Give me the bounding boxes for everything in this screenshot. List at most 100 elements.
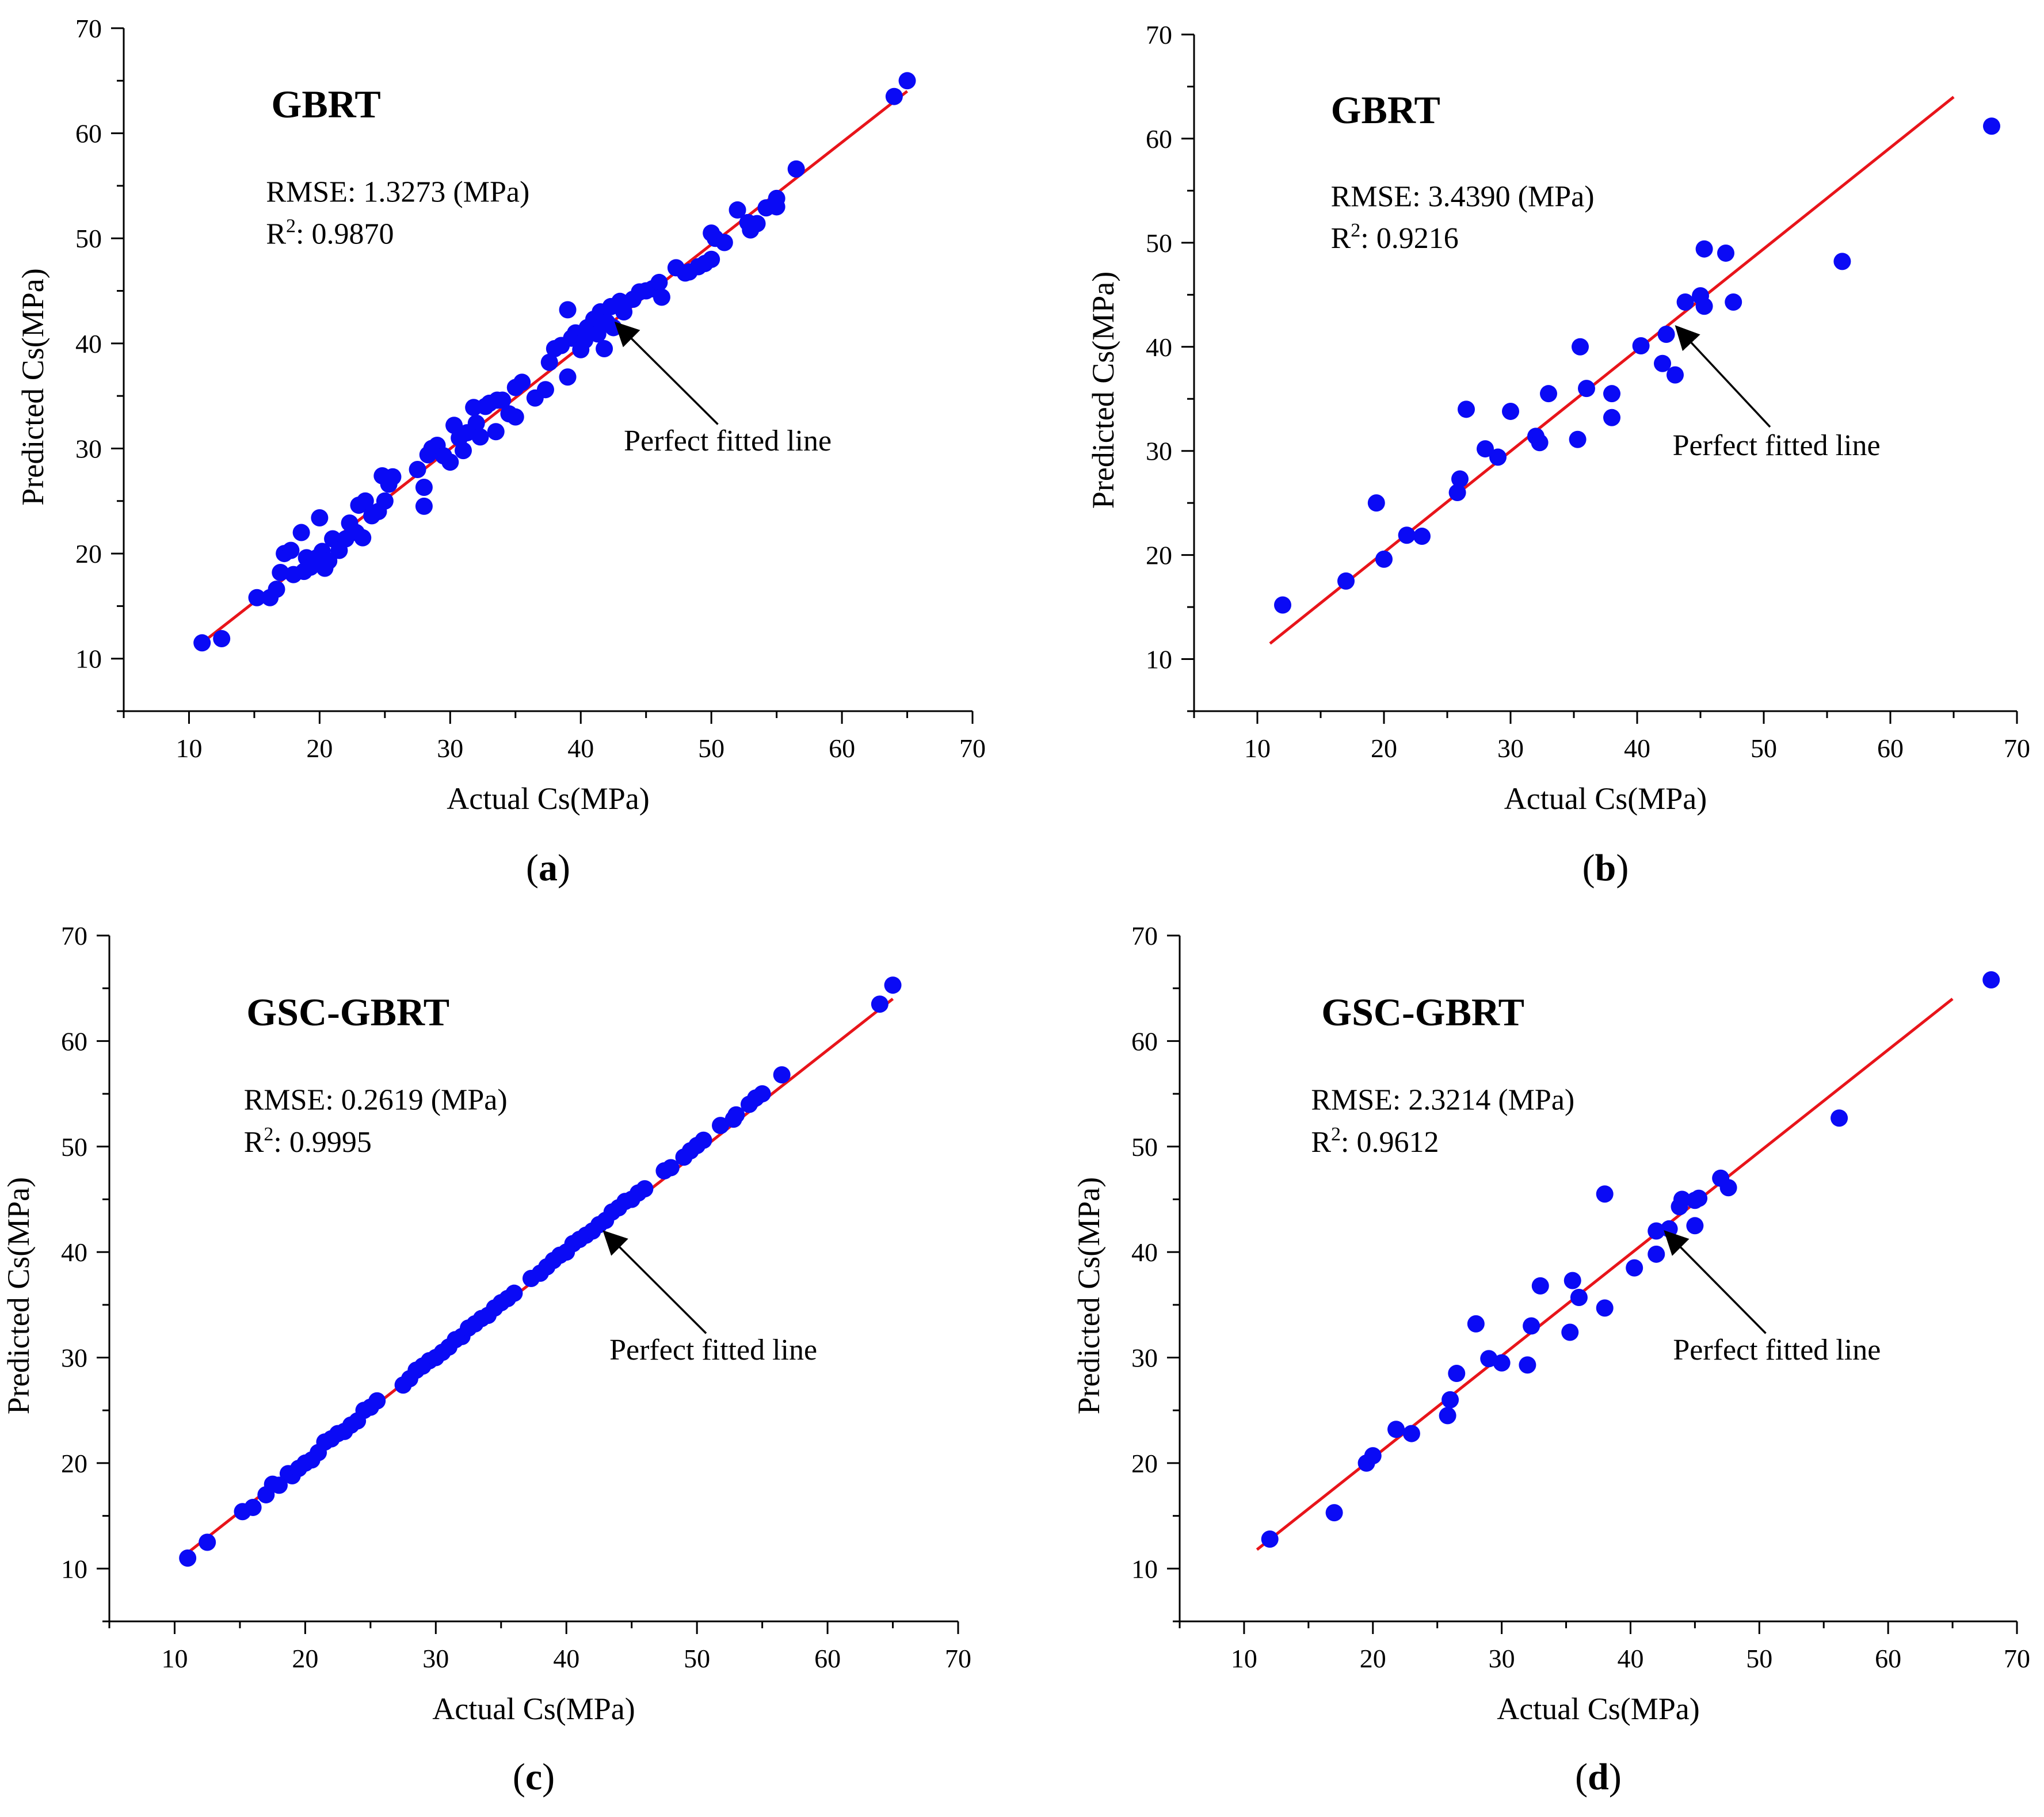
data-point [292, 524, 310, 541]
data-point [455, 442, 472, 460]
y-tick-label: 60 [1146, 124, 1172, 154]
x-tick-label: 40 [553, 1644, 579, 1673]
data-point [1531, 1277, 1549, 1295]
data-point [409, 460, 426, 478]
data-point [1367, 494, 1385, 512]
panel-label-close: ) [1616, 847, 1629, 889]
y-tick-label: 20 [1146, 541, 1172, 570]
r2-value: : 0.9995 [273, 1126, 371, 1159]
data-point [1572, 338, 1589, 356]
y-tick-label: 60 [61, 1026, 87, 1056]
x-tick-label: 10 [1231, 1644, 1257, 1673]
chart-panel-a: 10 20 30 40 50 60 70 10 20 30 40 50 60 70 Actual Cs(MP… [16, 14, 986, 889]
data-point [898, 72, 916, 90]
data-point [1719, 1179, 1737, 1197]
data-point [1569, 430, 1587, 448]
data-point [213, 629, 231, 647]
data-point [1695, 240, 1713, 258]
r2-label: R2: 0.9612 [1311, 1124, 1439, 1159]
data-point [1502, 402, 1519, 420]
data-point [1603, 385, 1620, 403]
y-tick-label: 50 [1131, 1132, 1158, 1162]
data-point [712, 1117, 729, 1135]
data-point [1364, 1447, 1382, 1465]
panel-label-open: ( [1575, 1756, 1588, 1798]
y-tick-label: 40 [1131, 1238, 1158, 1267]
data-point [1596, 1299, 1614, 1317]
data-point [1570, 1289, 1588, 1307]
annotation-arrow [1675, 325, 1771, 428]
data-point [311, 509, 329, 526]
x-tick-label: 30 [422, 1644, 449, 1673]
data-point [540, 353, 558, 371]
data-point [268, 581, 285, 598]
data-point [636, 1180, 654, 1198]
data-point [1523, 1317, 1540, 1335]
x-tick-label: 20 [1371, 734, 1397, 763]
rmse-label: RMSE: 0.2619 (MPa) [244, 1084, 508, 1117]
y-tick-label: 10 [75, 644, 102, 674]
x-tick-label: 40 [1617, 1644, 1643, 1673]
data-point [1983, 117, 2000, 135]
annotation-text: Perfect fitted line [1673, 429, 1881, 462]
x-tick-label: 70 [959, 734, 986, 763]
data-point [1725, 293, 1742, 311]
data-point [244, 1498, 262, 1516]
data-point [1261, 1530, 1279, 1548]
y-tick-label: 70 [1131, 921, 1158, 951]
data-point [884, 976, 902, 994]
x-tick-label: 50 [684, 1644, 710, 1673]
x-axis-label: Actual Cs(MPa) [1504, 781, 1707, 816]
data-point [1673, 1190, 1691, 1208]
data-point [1561, 1323, 1579, 1341]
rmse-label: RMSE: 1.3273 (MPa) [266, 175, 529, 208]
data-point [787, 160, 805, 178]
panel-label-letter: c [525, 1756, 542, 1798]
data-point [1654, 354, 1671, 372]
data-point [272, 563, 289, 581]
y-axis-label: Predicted Cs(MPa) [1, 1177, 36, 1414]
y-tick-label: 30 [75, 434, 102, 463]
data-point [1439, 1407, 1456, 1425]
data-point [1657, 326, 1675, 343]
x-tick-label: 70 [945, 1644, 971, 1673]
r2-value: : 0.9216 [1360, 222, 1458, 255]
y-tick-label: 30 [1146, 437, 1172, 466]
r2-label: R2: 0.9995 [244, 1124, 372, 1159]
data-point [1325, 1504, 1343, 1522]
x-tick-label: 50 [1751, 734, 1777, 763]
panel-label: (d) [1575, 1756, 1622, 1798]
panel-label-close: ) [542, 1756, 555, 1798]
model-title: GSC-GBRT [1321, 990, 1524, 1034]
y-tick-label: 60 [75, 119, 102, 148]
chart-panel-d: 10 20 30 40 50 60 70 10 20 30 40 50 60 70 Actual Cs(MP… [1071, 921, 2030, 1798]
x-tick-label: 60 [1875, 1644, 1901, 1673]
data-point [1442, 1391, 1459, 1408]
data-point [1477, 440, 1494, 458]
data-point [506, 408, 524, 426]
panel-label-open: ( [513, 1756, 525, 1798]
data-point [441, 453, 459, 471]
data-point [1833, 253, 1851, 270]
data-point [1467, 1315, 1485, 1333]
y-tick-label: 50 [75, 224, 102, 253]
y-tick-label: 40 [1146, 333, 1172, 362]
data-point [282, 541, 300, 559]
data-point [1648, 1222, 1665, 1240]
model-title: GBRT [271, 82, 380, 126]
panel-label: (c) [513, 1756, 555, 1798]
y-tick-label: 20 [61, 1449, 87, 1478]
x-tick-label: 20 [306, 734, 333, 763]
data-point [748, 215, 766, 232]
data-point [320, 552, 338, 570]
data-point [1387, 1421, 1405, 1438]
panel-label-close: ) [558, 847, 570, 889]
x-tick-label: 60 [814, 1644, 841, 1673]
x-tick-label: 60 [1877, 734, 1904, 763]
data-point [1448, 1365, 1466, 1383]
data-point [1982, 971, 2000, 989]
y-tick-label: 30 [1131, 1343, 1158, 1373]
data-point [1690, 1189, 1708, 1207]
y-axis-label: Predicted Cs(MPa) [1071, 1177, 1106, 1414]
